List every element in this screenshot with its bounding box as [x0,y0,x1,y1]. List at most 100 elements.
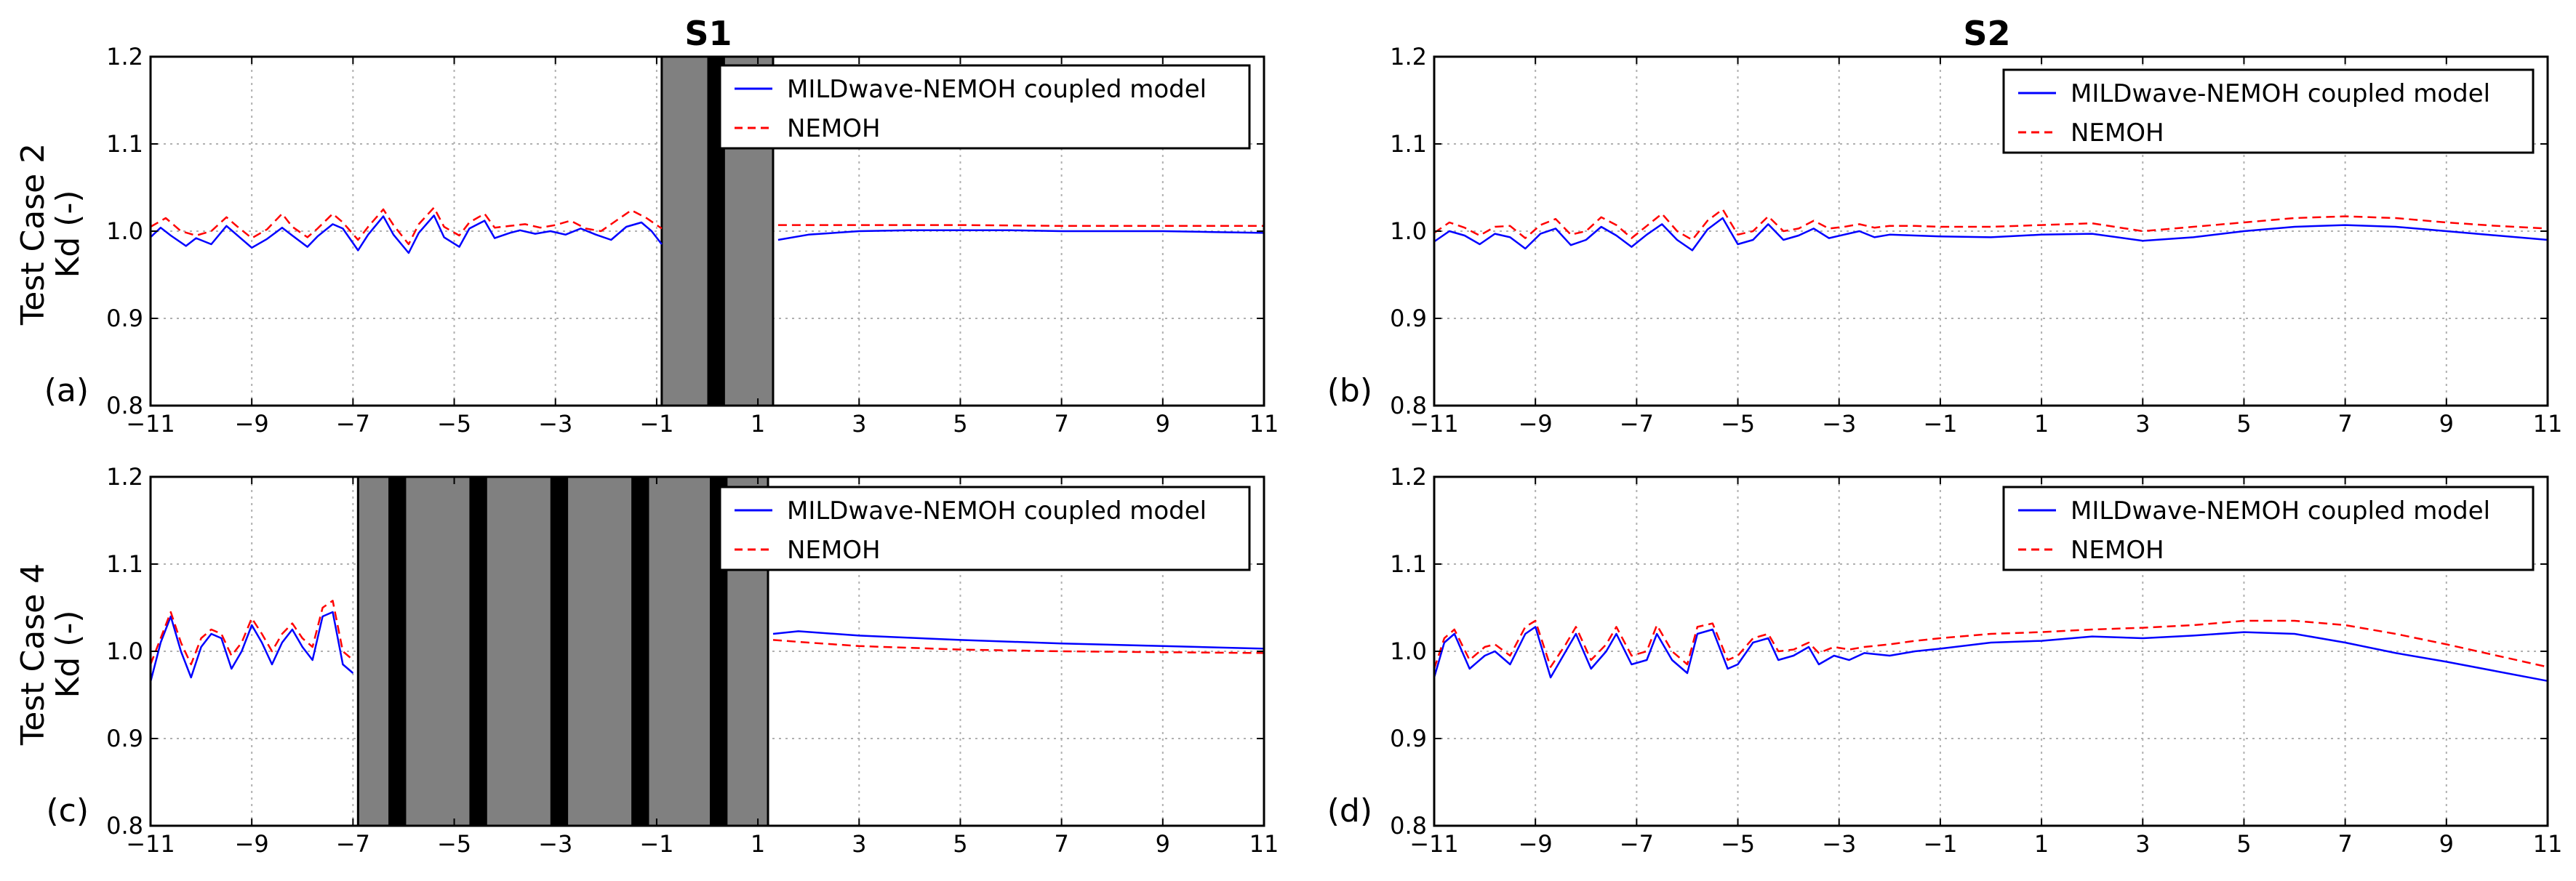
series-line-nemoh [149,600,354,666]
x-tick-label: −11 [1409,830,1459,858]
panel-label: (a) [44,372,89,409]
chart-panel-d: −11 −9 −7 −5 −3 −1 1 3 5 7 9 110.80.91.01.11.2(d)MI… [1327,463,2563,858]
legend: MILDwave-NEMOH coupled model NEMOH [719,64,1251,150]
series-line-nemoh [1433,619,2548,669]
device-band [631,477,649,826]
legend-box [2002,486,2535,571]
x-tick-label: −5 [1721,410,1755,438]
panel-label: (d) [1327,792,1372,829]
y-tick-label: 1.2 [1390,43,1427,71]
y-tick-label: 0.8 [1390,812,1427,840]
legend-box [719,486,1251,571]
x-tick-label: 11 [1249,830,1279,858]
x-tick-label: 9 [2439,830,2454,858]
legend-label: NEMOH [2071,536,2164,565]
x-tick-label: −3 [1822,410,1856,438]
x-tick-label: 5 [2236,410,2251,438]
x-tick-label: 7 [2337,830,2352,858]
y-tick-label: 1.1 [106,130,143,158]
x-tick-label: −3 [538,830,572,858]
row-label-line-2: Kd (-) [49,190,87,278]
y-tick-label: 0.9 [106,305,143,332]
x-tick-label: 5 [2236,830,2251,858]
x-tick-label: −1 [639,830,673,858]
legend-label: NEMOH [2071,118,2164,148]
legend-label: MILDwave-NEMOH coupled model [787,496,1207,526]
legend: MILDwave-NEMOH coupled model NEMOH [719,486,1251,571]
y-tick-label: 1.1 [1390,550,1427,578]
x-tick-label: 7 [2337,410,2352,438]
panel-label: (c) [46,792,89,829]
x-tick-label: −3 [1822,830,1856,858]
x-tick-label: 7 [1054,830,1068,858]
column-title-s1: S1 [684,14,732,53]
x-tick-label: −5 [1721,830,1755,858]
y-tick-label: 0.8 [106,392,143,419]
legend-label: MILDwave-NEMOH coupled model [2071,79,2490,108]
x-tick-label: 3 [2135,410,2150,438]
legend-box [2002,68,2535,154]
x-tick-label: 9 [1156,410,1170,438]
series-line-nemoh [1433,208,2548,241]
row-label-line-2: Kd (-) [49,611,87,699]
chart-panel-a: −11 −9 −7 −5 −3 −1 1 3 5 7 9 110.80.91.01.11.2(a)MI… [44,43,1279,438]
x-tick-label: −11 [126,410,175,438]
series-line-nemoh [772,639,1265,654]
row-label-line-1: Test Case 4 [15,563,52,746]
x-tick-label: 1 [2034,830,2049,858]
x-tick-label: −5 [437,410,471,438]
x-tick-label: 1 [751,830,765,858]
y-tick-label: 1.0 [106,217,143,245]
x-tick-label: −9 [235,410,269,438]
x-tick-label: 1 [2034,410,2049,438]
x-tick-label: 3 [2135,830,2150,858]
x-tick-label: −3 [538,410,572,438]
x-tick-label: −7 [336,830,370,858]
column-title-s2: S2 [1963,14,2010,53]
x-tick-label: −9 [1519,830,1553,858]
x-tick-label: −1 [1923,410,1957,438]
x-tick-label: 11 [1249,410,1279,438]
device-band [550,477,569,826]
x-tick-label: 5 [953,410,967,438]
y-tick-label: 1.0 [1390,217,1427,245]
series-line-coupled-model [772,630,1265,650]
series-line-nemoh [150,206,663,246]
x-tick-label: 7 [1054,410,1068,438]
series-line-coupled-model [1433,217,2548,252]
x-tick-label: 1 [751,410,765,438]
x-tick-label: 5 [953,830,967,858]
x-tick-label: 11 [2533,410,2563,438]
x-tick-label: 11 [2533,830,2563,858]
y-tick-label: 1.2 [106,43,143,71]
x-tick-label: −11 [1409,410,1459,438]
series-line-coupled-model [1433,626,2548,683]
y-tick-label: 0.9 [1390,305,1427,332]
legend-label: MILDwave-NEMOH coupled model [2071,496,2490,526]
y-tick-label: 1.2 [106,463,143,491]
chart-panel-c: −11 −9 −7 −5 −3 −1 1 3 5 7 9 110.80.91.01.11.2(c)MI… [46,463,1279,858]
y-tick-label: 0.9 [1390,725,1427,752]
x-tick-label: −7 [1620,830,1654,858]
x-tick-label: −1 [639,410,673,438]
y-tick-label: 1.0 [1390,637,1427,665]
series-line-coupled-model [777,229,1265,241]
x-tick-label: 9 [1156,830,1170,858]
x-tick-label: 3 [852,410,866,438]
device-band [388,477,407,826]
y-tick-label: 0.8 [1390,392,1427,419]
x-tick-label: −9 [1519,410,1553,438]
row-label-line-1: Test Case 2 [15,143,52,326]
x-tick-label: −9 [235,830,269,858]
device-band [469,477,487,826]
y-tick-label: 0.8 [106,812,143,840]
x-tick-label: −7 [336,410,370,438]
x-tick-label: −1 [1923,830,1957,858]
series-line-nemoh [777,224,1264,228]
y-tick-label: 0.9 [106,725,143,752]
legend: MILDwave-NEMOH coupled model NEMOH [2002,68,2535,154]
row-label-test-case-2: Test Case 2 Kd (-) [15,143,87,326]
y-tick-label: 1.2 [1390,463,1427,491]
x-tick-label: −5 [437,830,471,858]
